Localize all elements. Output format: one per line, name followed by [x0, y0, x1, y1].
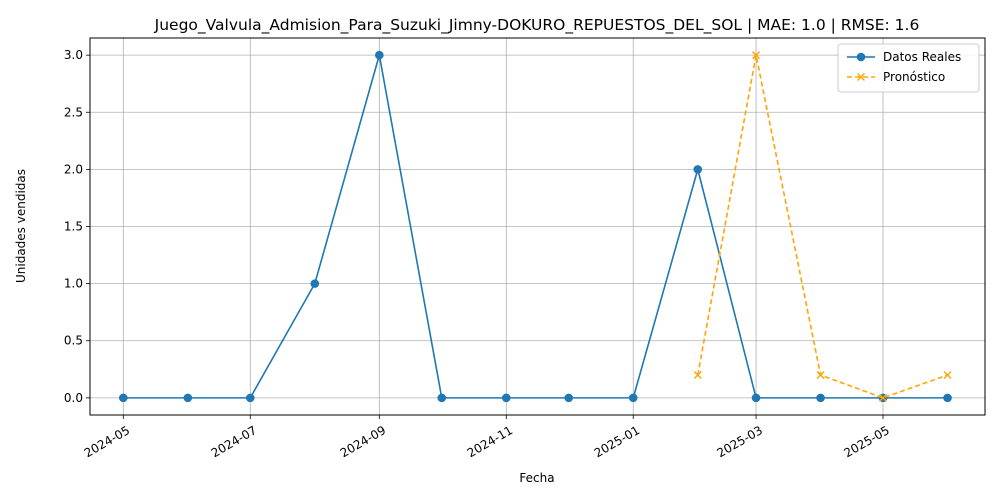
- grid-lines: [90, 38, 985, 415]
- data-point-datos-reales: [375, 50, 384, 60]
- chart-title: Juego_Valvula_Admision_Para_Suzuki_Jimny…: [154, 16, 920, 35]
- data-point-datos-reales: [816, 393, 825, 403]
- y-tick-label: 3.0: [64, 48, 83, 62]
- legend-box: [837, 43, 980, 93]
- data-point-datos-reales: [943, 393, 952, 403]
- data-point-datos-reales: [628, 393, 638, 403]
- data-point-datos-reales: [693, 165, 703, 174]
- data-point-datos-reales: [245, 393, 255, 403]
- data-point-datos-reales: [437, 393, 447, 403]
- data-point-pronostico: [693, 371, 702, 380]
- data-point-pronostico: [752, 51, 761, 60]
- data-point-datos-reales: [751, 393, 761, 403]
- x-tick-label: 2024-05: [82, 423, 132, 460]
- x-tick-label: 2024-09: [338, 423, 388, 460]
- x-tick-label: 2025-05: [841, 423, 891, 460]
- y-tick-label: 2.5: [64, 105, 83, 119]
- x-tick-label: 2025-01: [592, 423, 642, 460]
- data-point-datos-reales: [183, 393, 193, 403]
- y-tick-label: 1.0: [64, 277, 83, 291]
- data-point-pronostico: [943, 371, 952, 380]
- legend-marker-pronostico: [857, 73, 865, 81]
- legend: Datos Reales Pronóstico: [837, 43, 980, 93]
- legend-label-datos-reales: Datos Reales: [883, 50, 961, 64]
- x-axis: 2024-05 2024-07 2024-09 2024-11 2025-01 2025-…: [82, 415, 892, 460]
- y-axis-label: Unidades vendidas: [14, 169, 28, 283]
- series-layer: [119, 50, 952, 403]
- series-line-datos-reales: [123, 54, 948, 399]
- y-tick-label: 0.5: [64, 334, 83, 348]
- data-point-datos-reales: [119, 393, 128, 403]
- x-axis-label: Fecha: [519, 471, 554, 485]
- data-point-datos-reales: [501, 393, 511, 403]
- y-tick-label: 2.0: [64, 162, 83, 176]
- legend-marker-datos-reales: [856, 52, 866, 62]
- y-axis: 0.0 0.5 1.0 1.5 2.0 2.5 3.0: [64, 48, 90, 405]
- data-point-datos-reales: [310, 279, 320, 288]
- y-tick-label: 1.5: [64, 220, 83, 234]
- x-tick-label: 2024-11: [465, 423, 515, 460]
- x-tick-label: 2024-07: [209, 423, 259, 460]
- y-tick-label: 0.0: [64, 391, 83, 405]
- x-tick-label: 2025-03: [715, 423, 765, 460]
- legend-label-pronostico: Pronóstico: [883, 70, 945, 84]
- data-point-pronostico: [816, 371, 825, 380]
- data-point-pronostico: [879, 393, 888, 402]
- data-point-datos-reales: [564, 393, 574, 403]
